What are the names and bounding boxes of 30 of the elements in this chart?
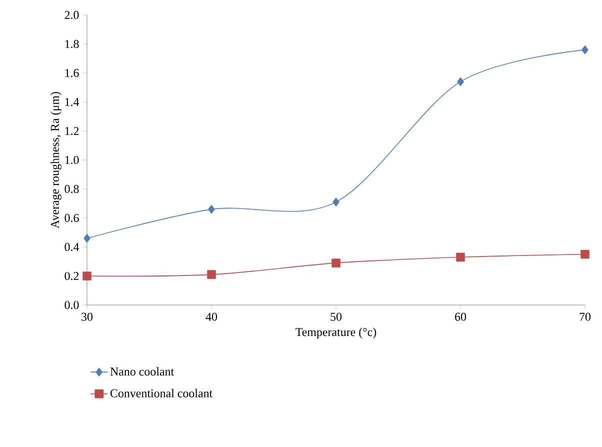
y-tick-label: 0.4 <box>64 242 80 252</box>
y-tick-label: 0.0 <box>64 300 79 310</box>
x-tick-label: 70 <box>580 312 591 321</box>
y-tick-label: 0.6 <box>64 214 79 222</box>
point <box>332 198 340 206</box>
x-axis-title: Temperature (°c) <box>296 328 376 339</box>
y-tick-label: 1.8 <box>65 40 79 48</box>
point <box>582 45 588 54</box>
point <box>332 258 340 268</box>
point <box>208 204 215 214</box>
point <box>580 250 590 259</box>
y-tick-label: 2.0 <box>64 10 79 20</box>
point <box>84 234 90 243</box>
legend-label: Nano coolant <box>110 367 174 376</box>
y-tick-label: 1.0 <box>65 156 79 164</box>
y-tick-label: 1.4 <box>65 98 80 106</box>
y-axis-title: Average roughness, Ra (μm) <box>50 92 62 228</box>
x-tick-label: 40 <box>206 312 218 321</box>
x-tick-label: 30 <box>82 312 93 321</box>
point <box>457 77 464 86</box>
y-tick-label: 0.8 <box>64 184 79 194</box>
point <box>82 272 92 280</box>
y-tick-label: 0.2 <box>64 272 79 280</box>
y-tick-label: 1.6 <box>65 68 79 78</box>
x-tick-label: 60 <box>455 312 466 321</box>
legend-label: Conventional coolant <box>110 388 213 398</box>
x-tick-label: 50 <box>330 312 342 321</box>
point <box>456 252 465 262</box>
point <box>207 270 216 279</box>
y-tick-label: 1.2 <box>65 126 79 136</box>
